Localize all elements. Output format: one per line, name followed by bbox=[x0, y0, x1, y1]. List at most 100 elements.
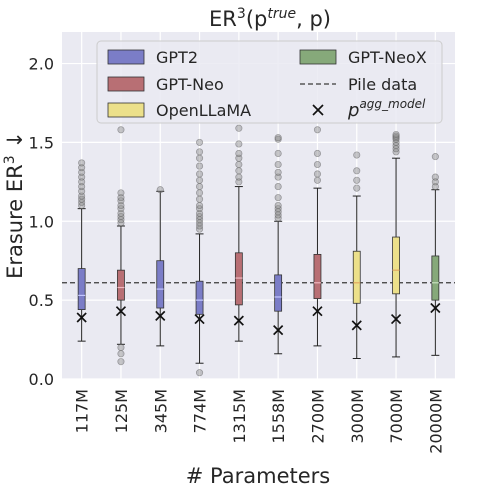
agg-model-marker bbox=[76, 312, 87, 323]
y-tick-label: 2.0 bbox=[29, 55, 54, 74]
outlier-point bbox=[313, 176, 322, 184]
legend-label: GPT-NeoX bbox=[348, 48, 427, 67]
box-1315M bbox=[233, 124, 244, 342]
box-body bbox=[234, 252, 243, 306]
box-series bbox=[76, 124, 441, 377]
outlier-point bbox=[235, 149, 243, 158]
box-body bbox=[195, 280, 204, 315]
box-body bbox=[431, 255, 440, 301]
x-axis-label: # Parameters bbox=[186, 464, 330, 488]
outlier-point bbox=[431, 153, 439, 161]
x-tick-label: 20000M bbox=[426, 389, 445, 454]
outlier-point bbox=[117, 189, 125, 197]
legend-entry: GPT2 bbox=[107, 48, 198, 67]
legend-swatch bbox=[107, 102, 145, 118]
legend-label: GPT2 bbox=[156, 48, 198, 67]
agg-model-marker bbox=[115, 306, 127, 317]
box-body bbox=[352, 250, 361, 304]
box-774M bbox=[194, 138, 205, 377]
box-117M bbox=[76, 159, 87, 342]
x-tick-label: 774M bbox=[191, 389, 210, 433]
outlier-point bbox=[117, 350, 125, 358]
x-tick-label: 2700M bbox=[308, 389, 327, 444]
outlier-point bbox=[392, 132, 400, 140]
outlier-point bbox=[196, 183, 204, 191]
legend-label: pagg_model bbox=[347, 97, 426, 121]
agg-model-marker bbox=[273, 325, 284, 336]
agg-model-marker bbox=[233, 315, 244, 326]
legend-entry: OpenLLaMA bbox=[107, 101, 251, 120]
outlier-point bbox=[431, 173, 439, 181]
box-body bbox=[117, 269, 125, 301]
legend-swatch bbox=[107, 49, 145, 65]
agg-model-marker bbox=[312, 306, 323, 317]
box-2700M bbox=[312, 126, 323, 347]
y-tick-label: 0.5 bbox=[29, 291, 54, 310]
outlier-point bbox=[78, 159, 86, 167]
outlier-point bbox=[313, 126, 322, 134]
box-1558M bbox=[273, 134, 284, 355]
outlier-point bbox=[353, 176, 361, 184]
outlier-point bbox=[117, 358, 125, 366]
legend-swatch bbox=[312, 104, 324, 116]
x-tick-label: 3000M bbox=[348, 389, 367, 444]
legend-label: Pile data bbox=[348, 75, 417, 94]
outlier-point bbox=[235, 173, 243, 181]
y-axis-label: Erasure ER3 ↓ bbox=[2, 131, 27, 279]
legend-entry: Pile data bbox=[300, 75, 417, 94]
legend-swatch bbox=[299, 49, 337, 65]
y-tick-label: 0.0 bbox=[29, 370, 54, 389]
x-tick-label: 1315M bbox=[230, 389, 249, 444]
outlier-point bbox=[353, 184, 361, 192]
outlier-point bbox=[353, 151, 361, 159]
outlier-point bbox=[196, 154, 204, 162]
outlier-point bbox=[235, 124, 243, 132]
legend-label: GPT-Neo bbox=[156, 75, 224, 94]
outlier-point bbox=[196, 138, 204, 146]
box-body bbox=[274, 274, 283, 312]
legend-entry: GPT-Neo bbox=[107, 75, 224, 94]
outlier-point bbox=[274, 135, 282, 143]
outlier-point bbox=[274, 160, 282, 169]
outlier-point bbox=[353, 167, 361, 175]
x-axis-ticks: 117M 125M 345M 774M 1315M 1558M 2700M 3000M 7000… bbox=[73, 389, 446, 454]
x-tick-label: 7000M bbox=[387, 389, 406, 444]
outlier-point bbox=[313, 149, 322, 158]
box-20000M bbox=[430, 153, 441, 356]
outlier-point bbox=[196, 170, 204, 178]
x-tick-label: 117M bbox=[73, 389, 92, 433]
legend-entry: GPT-NeoX bbox=[299, 48, 427, 67]
box-7000M bbox=[390, 130, 402, 358]
outlier-point bbox=[274, 149, 282, 158]
legend: GPT2 GPT-NeoX GPT-Neo Pile data OpenLLaMA pag… bbox=[96, 40, 443, 124]
legend-entry: pagg_model bbox=[312, 97, 426, 121]
outlier-point bbox=[274, 183, 282, 191]
box-345M bbox=[155, 186, 166, 347]
box-125M bbox=[115, 126, 127, 366]
outlier-point bbox=[313, 170, 322, 178]
agg-model-marker bbox=[351, 320, 362, 331]
x-tick-label: 345M bbox=[151, 389, 170, 433]
outlier-point bbox=[196, 162, 204, 170]
box-body bbox=[156, 260, 165, 309]
outlier-point bbox=[196, 369, 204, 377]
agg-model-marker bbox=[390, 313, 402, 325]
outlier-point bbox=[235, 140, 243, 148]
y-tick-label: 1.0 bbox=[29, 212, 54, 231]
y-axis-ticks: 0.0 0.5 1.0 1.5 2.0 bbox=[29, 55, 54, 389]
outlier-point bbox=[274, 201, 282, 210]
outlier-point bbox=[196, 148, 204, 156]
outlier-point bbox=[235, 160, 243, 169]
agg-model-marker bbox=[155, 310, 166, 322]
legend-frame bbox=[96, 40, 443, 124]
outlier-point bbox=[117, 343, 125, 352]
outlier-point bbox=[274, 194, 282, 202]
outlier-point bbox=[392, 130, 400, 139]
agg-model-marker bbox=[194, 313, 205, 325]
legend-swatch bbox=[107, 76, 145, 92]
legend-label: OpenLLaMA bbox=[156, 101, 251, 120]
outlier-point bbox=[156, 186, 164, 194]
outlier-point bbox=[235, 167, 243, 175]
outlier-point bbox=[274, 168, 282, 176]
